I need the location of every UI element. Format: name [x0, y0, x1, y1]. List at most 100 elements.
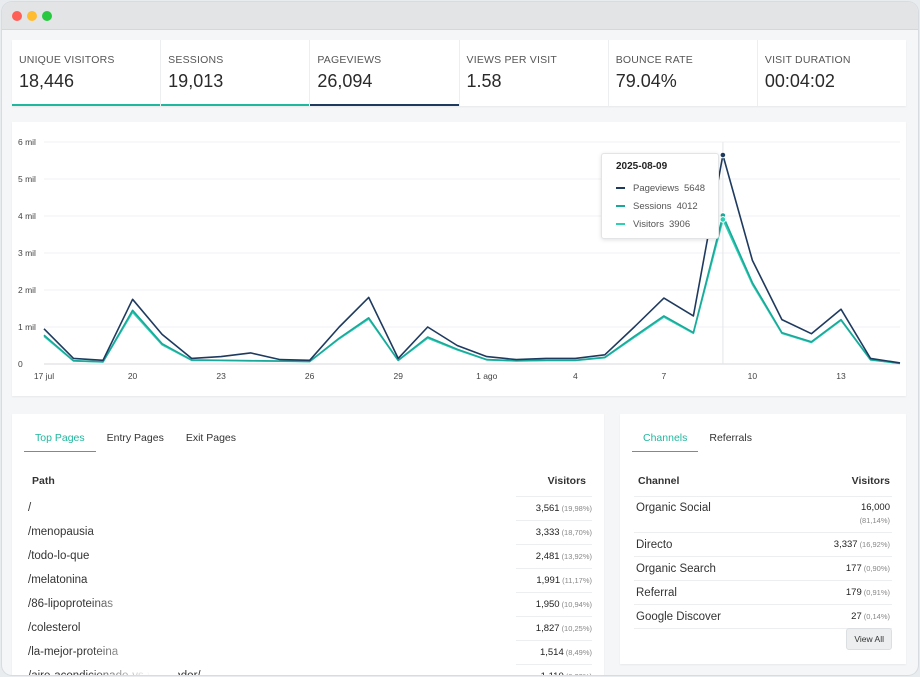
row-visitors: 179 (0,91%)	[846, 587, 890, 598]
stat-visit-duration[interactable]: VISIT DURATION 00:04:02	[758, 40, 906, 106]
tab-referrals[interactable]: Referrals	[709, 432, 752, 444]
visitor-count: 1,110	[541, 671, 564, 675]
table-row[interactable]: /aire-acondicionado-vs-ventilador/1,110(…	[28, 664, 592, 675]
visitor-count: 1,827	[535, 623, 560, 634]
stat-label: UNIQUE VISITORS	[19, 54, 115, 66]
visitor-count: 179	[845, 587, 862, 598]
visitor-percent: (10,94%)	[561, 600, 592, 609]
visitor-percent: (0,14%)	[863, 612, 890, 621]
table-row[interactable]: /colesterol 1,827 (10,25%)	[28, 616, 592, 640]
table-row[interactable]: / 3,561 (19,98%)	[28, 496, 592, 520]
series-line-pageviews	[43, 154, 901, 364]
visitor-count: 1,514	[539, 647, 564, 658]
chart-tooltip: 2025-08-09 Pageviews 5648 Sessions 4012 …	[601, 153, 719, 239]
table-row[interactable]: /todo-lo-que 2,481 (13,92%)	[28, 544, 592, 568]
visitor-count: 27	[851, 611, 862, 622]
table-row[interactable]: Referral 179 (0,91%)	[634, 580, 892, 604]
page-path[interactable]: /todo-lo-que	[28, 550, 90, 562]
visitor-percent: (8,49%)	[565, 648, 592, 657]
row-visitors: 1,950 (10,94%)	[516, 592, 592, 616]
minimize-window-button[interactable]	[27, 11, 37, 21]
channel-name: Organic Search	[636, 562, 716, 575]
table-row[interactable]: Organic Social 16,000 (81,14%)	[634, 496, 892, 532]
pages-table-body: / 3,561 (19,98%) /menopausia 3,333 (18,70%) /t…	[12, 496, 604, 675]
visitor-count: 177	[845, 563, 862, 574]
stat-label: BOUNCE RATE	[615, 54, 693, 66]
pages-tabs: Top Pages Entry Pages Exit Pages	[24, 426, 604, 452]
tooltip-swatch	[616, 205, 625, 207]
fade-wrap	[88, 496, 178, 520]
tooltip-swatch	[616, 187, 625, 189]
visitor-count: 3,333	[535, 527, 560, 538]
pages-table-header: Path Visitors	[32, 475, 586, 487]
view-all-button[interactable]: View All	[846, 628, 892, 650]
fade-wrap	[88, 640, 178, 664]
tab-exit-pages[interactable]: Exit Pages	[185, 432, 237, 444]
stat-views-per-visit[interactable]: VIEWS PER VISIT 1.58	[460, 40, 609, 106]
stats-bar: UNIQUE VISITORS 18,446 SESSIONS 19,013 P…	[12, 40, 906, 106]
channels-table-body: Organic Social 16,000 (81,14%) Directo 3,337…	[620, 496, 906, 629]
table-row[interactable]: Directo 3,337 (16,92%)	[634, 532, 892, 556]
row-visitors: 27 (0,14%)	[851, 611, 890, 622]
channel-name: Google Discover	[636, 610, 722, 623]
visitor-count: 2,481	[535, 551, 560, 562]
stat-active-underline	[12, 104, 161, 106]
tab-channels[interactable]: Channels	[632, 426, 699, 452]
x-tick-label: 23	[216, 371, 226, 381]
tab-top-pages[interactable]: Top Pages	[24, 426, 96, 452]
close-window-button[interactable]	[12, 11, 22, 21]
page-path[interactable]: /colesterol	[28, 622, 81, 634]
visitor-percent: (10,25%)	[561, 624, 592, 633]
table-row[interactable]: /menopausia 3,333 (18,70%)	[28, 520, 592, 544]
table-row[interactable]: /86-lipoproteinas 1,950 (10,94%)	[28, 592, 592, 616]
stat-label: SESSIONS	[168, 54, 224, 66]
tooltip-series-name: Sessions	[633, 200, 672, 212]
channel-name: Organic Social	[636, 502, 711, 514]
x-tick-label: 29	[393, 371, 403, 381]
y-tick-label: 6 mil	[18, 137, 36, 147]
stat-value: 1.58	[466, 71, 502, 91]
page-path[interactable]: /	[28, 502, 32, 514]
visitor-percent: (19,98%)	[561, 504, 592, 513]
tab-entry-pages[interactable]: Entry Pages	[106, 432, 164, 444]
visitor-percent: (6,23%)	[566, 672, 592, 675]
stat-pageviews[interactable]: PAGEVIEWS 26,094	[310, 40, 460, 106]
fade-wrap	[88, 520, 178, 544]
title-bar	[2, 2, 918, 30]
visitor-count: 3,337	[833, 539, 858, 550]
stat-sessions[interactable]: SESSIONS 19,013	[161, 40, 311, 106]
channels-panel: Channels Referrals Channel Visitors Orga…	[620, 414, 906, 664]
table-row[interactable]: Google Discover 27 (0,14%)	[634, 604, 892, 628]
visitor-count: 1,950	[535, 599, 560, 610]
x-tick-label: 1 ago	[476, 371, 498, 381]
stat-value: 79.04%	[615, 71, 677, 91]
y-tick-label: 3 mil	[18, 248, 36, 258]
maximize-window-button[interactable]	[42, 11, 52, 21]
fade-wrap	[88, 664, 178, 675]
page-path[interactable]: /menopausia	[28, 526, 94, 538]
stat-value: 00:04:02	[764, 71, 835, 91]
table-row[interactable]: /melatonina 1,991 (11,17%)	[28, 568, 592, 592]
row-visitors: 1,991 (11,17%)	[516, 568, 592, 592]
column-visitors: Visitors	[851, 475, 890, 487]
stat-label: VIEWS PER VISIT	[466, 54, 558, 66]
x-tick-label: 26	[305, 371, 315, 381]
table-row[interactable]: Organic Search 177 (0,90%)	[634, 556, 892, 580]
row-visitors: 3,561 (19,98%)	[516, 496, 592, 520]
x-tick-label: 20	[128, 371, 138, 381]
hover-point-visitors	[719, 216, 727, 223]
series-line-sessions	[43, 214, 901, 365]
stat-unique-visitors[interactable]: UNIQUE VISITORS 18,446	[12, 40, 162, 106]
y-tick-label: 0	[18, 359, 23, 369]
row-visitors: 1,110(6,23%)	[516, 664, 592, 675]
visitor-count: 16,000	[860, 502, 890, 513]
visitor-percent: (81,14%)	[859, 516, 890, 525]
page-path[interactable]: /melatonina	[28, 574, 88, 586]
x-tick-label: 17 jul	[34, 371, 54, 381]
stat-bounce-rate[interactable]: BOUNCE RATE 79.04%	[609, 40, 758, 106]
table-row[interactable]: /la-mejor-proteina 1,514 (8,49%)	[28, 640, 592, 664]
visitor-percent: (18,70%)	[561, 528, 592, 537]
visitor-percent: (0,91%)	[863, 588, 890, 597]
